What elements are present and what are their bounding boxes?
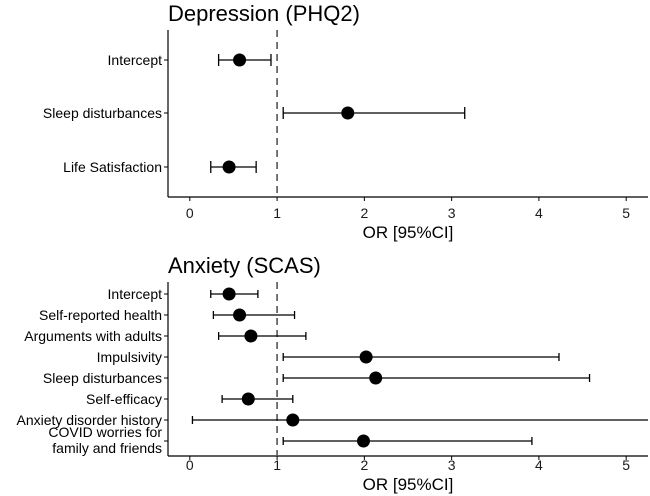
depression-x-tick-label: 0 (186, 205, 194, 221)
depression-x-tick-label: 2 (360, 205, 368, 221)
anxiety-point-estimate (359, 350, 373, 364)
depression-row-label: Intercept (108, 52, 163, 68)
anxiety-x-label: OR [95%CI] (363, 475, 454, 494)
depression-x-tick-label: 5 (622, 205, 630, 221)
anxiety-point-estimate (241, 392, 255, 406)
anxiety-row-label: Impulsivity (97, 349, 162, 365)
anxiety-point-estimate (369, 371, 383, 385)
anxiety-row-label: Sleep disturbances (43, 370, 162, 386)
depression-point-estimate (222, 160, 236, 174)
anxiety-point-estimate (233, 308, 247, 322)
anxiety-row-label: Self-reported health (39, 307, 162, 323)
anxiety-point-estimate (356, 434, 370, 448)
depression-x-tick-label: 4 (535, 205, 543, 221)
anxiety-x-tick-label: 5 (622, 457, 630, 473)
depression-point-estimate (341, 106, 355, 120)
anxiety-row-label-line: COVID worries for (48, 424, 162, 440)
depression-panel: Depression (PHQ2) 0 1 2 3 4 5 Intercept Sleep … (43, 1, 648, 242)
anxiety-point-estimate (222, 287, 236, 301)
anxiety-row-label-line: family and friends (52, 440, 162, 456)
anxiety-row-label: Arguments with adults (24, 328, 162, 344)
depression-x-tick-label: 3 (448, 205, 456, 221)
depression-title: Depression (PHQ2) (168, 1, 360, 26)
depression-point-estimate (233, 53, 247, 67)
anxiety-row-label: Self-efficacy (86, 391, 162, 407)
anxiety-title: Anxiety (SCAS) (168, 253, 321, 278)
anxiety-panel: Anxiety (SCAS) 0 1 2 3 4 5 Intercept Self-repo… (16, 253, 648, 494)
anxiety-x-tick-label: 1 (273, 457, 281, 473)
anxiety-x-tick-label: 0 (186, 457, 194, 473)
anxiety-x-tick-label: 4 (535, 457, 543, 473)
anxiety-x-tick-label: 3 (448, 457, 456, 473)
depression-x-tick-label: 1 (273, 205, 281, 221)
depression-row-label: Life Satisfaction (63, 159, 162, 175)
anxiety-row-label: Anxiety disorder history (16, 412, 162, 428)
depression-row-label: Sleep disturbances (43, 105, 162, 121)
anxiety-point-estimate (244, 329, 258, 343)
anxiety-x-tick-label: 2 (360, 457, 368, 473)
anxiety-point-estimate (286, 413, 300, 427)
depression-x-label: OR [95%CI] (363, 223, 454, 242)
anxiety-row-label: Intercept (108, 286, 163, 302)
anxiety-row-label: COVID worries for family and friends (48, 424, 162, 456)
